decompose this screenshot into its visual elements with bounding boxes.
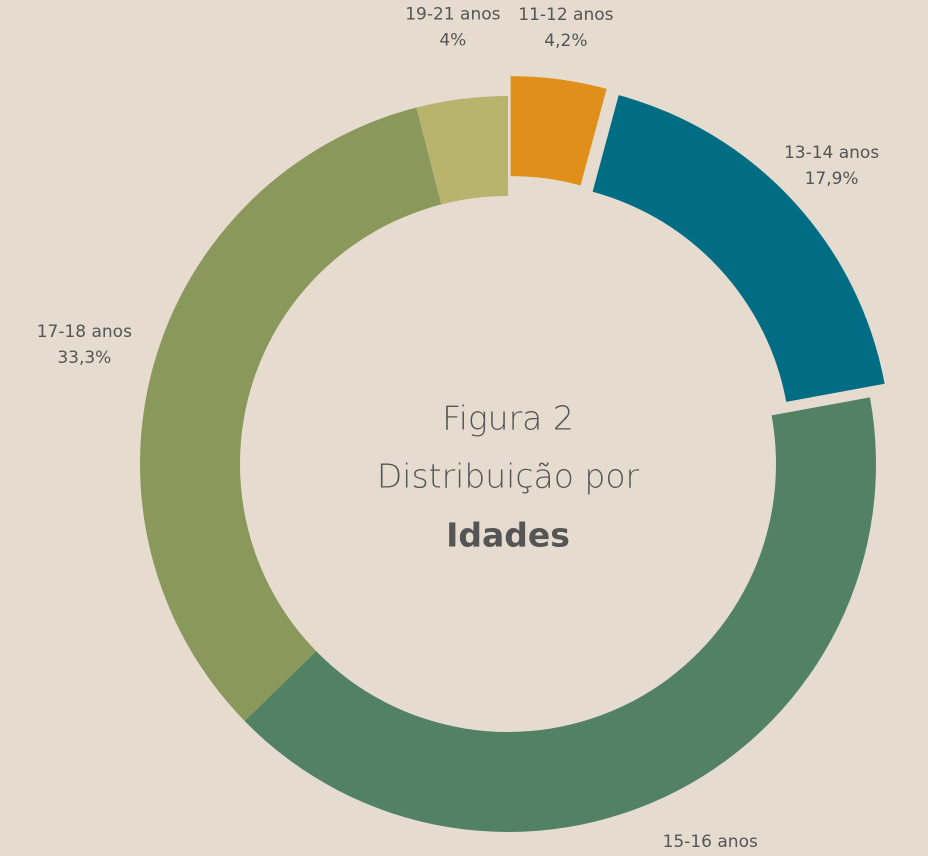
donut-segment	[592, 95, 885, 402]
donut-segment	[244, 397, 876, 832]
chart-emphasis: Idades	[446, 516, 570, 555]
value-label: 33,3%	[57, 348, 111, 368]
value-label: 4%	[439, 30, 466, 50]
value-label: 17,9%	[805, 169, 859, 189]
donut-segment	[416, 96, 508, 205]
chart-title: Figura 2	[442, 399, 574, 438]
segment-label: 19-21 anos	[405, 4, 500, 24]
value-label: 4,2%	[544, 31, 587, 51]
chart-subtitle: Distribuição por	[377, 457, 640, 496]
segment-label: 11-12 anos	[518, 5, 613, 25]
segment-label: 15-16 anos	[663, 832, 758, 852]
donut-segment	[510, 76, 607, 186]
segment-label: 17-18 anos	[37, 322, 132, 342]
donut-segment	[139, 107, 442, 721]
segment-label: 13-14 anos	[784, 143, 879, 163]
